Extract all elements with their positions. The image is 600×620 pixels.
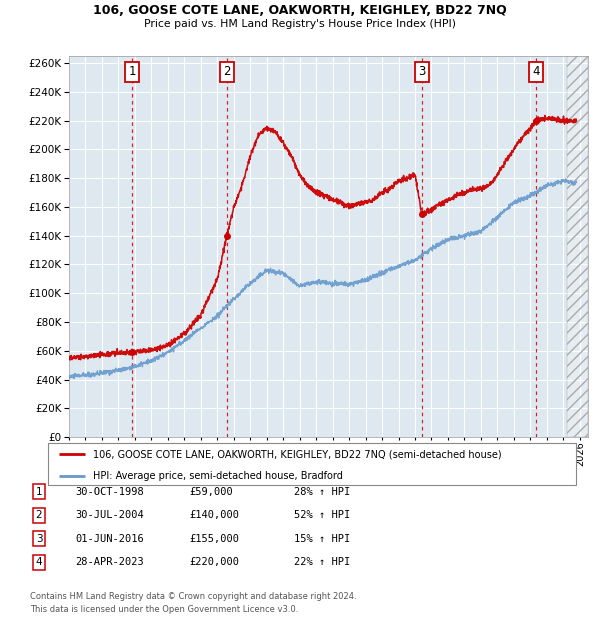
Text: 2: 2 xyxy=(35,510,43,520)
Text: 4: 4 xyxy=(532,65,539,78)
Text: 106, GOOSE COTE LANE, OAKWORTH, KEIGHLEY, BD22 7NQ: 106, GOOSE COTE LANE, OAKWORTH, KEIGHLEY… xyxy=(93,4,507,17)
Text: 30-OCT-1998: 30-OCT-1998 xyxy=(75,487,144,497)
Text: 4: 4 xyxy=(35,557,43,567)
Text: £140,000: £140,000 xyxy=(189,510,239,520)
Text: 3: 3 xyxy=(418,65,425,78)
Text: 1: 1 xyxy=(128,65,136,78)
Text: 2: 2 xyxy=(223,65,230,78)
Text: £220,000: £220,000 xyxy=(189,557,239,567)
Text: £155,000: £155,000 xyxy=(189,534,239,544)
Bar xyxy=(566,56,588,437)
Text: £59,000: £59,000 xyxy=(189,487,233,497)
Text: Contains HM Land Registry data © Crown copyright and database right 2024.: Contains HM Land Registry data © Crown c… xyxy=(30,592,356,601)
Text: 28-APR-2023: 28-APR-2023 xyxy=(75,557,144,567)
FancyBboxPatch shape xyxy=(48,443,576,485)
Text: 15% ↑ HPI: 15% ↑ HPI xyxy=(294,534,350,544)
Bar xyxy=(566,56,588,437)
Text: This data is licensed under the Open Government Licence v3.0.: This data is licensed under the Open Gov… xyxy=(30,604,298,614)
Text: Price paid vs. HM Land Registry's House Price Index (HPI): Price paid vs. HM Land Registry's House … xyxy=(144,19,456,29)
Text: HPI: Average price, semi-detached house, Bradford: HPI: Average price, semi-detached house,… xyxy=(93,471,343,480)
Text: 01-JUN-2016: 01-JUN-2016 xyxy=(75,534,144,544)
Text: 106, GOOSE COTE LANE, OAKWORTH, KEIGHLEY, BD22 7NQ (semi-detached house): 106, GOOSE COTE LANE, OAKWORTH, KEIGHLEY… xyxy=(93,450,502,459)
Text: 52% ↑ HPI: 52% ↑ HPI xyxy=(294,510,350,520)
Text: 3: 3 xyxy=(35,534,43,544)
Text: 28% ↑ HPI: 28% ↑ HPI xyxy=(294,487,350,497)
Text: 22% ↑ HPI: 22% ↑ HPI xyxy=(294,557,350,567)
Text: 1: 1 xyxy=(35,487,43,497)
Text: 30-JUL-2004: 30-JUL-2004 xyxy=(75,510,144,520)
